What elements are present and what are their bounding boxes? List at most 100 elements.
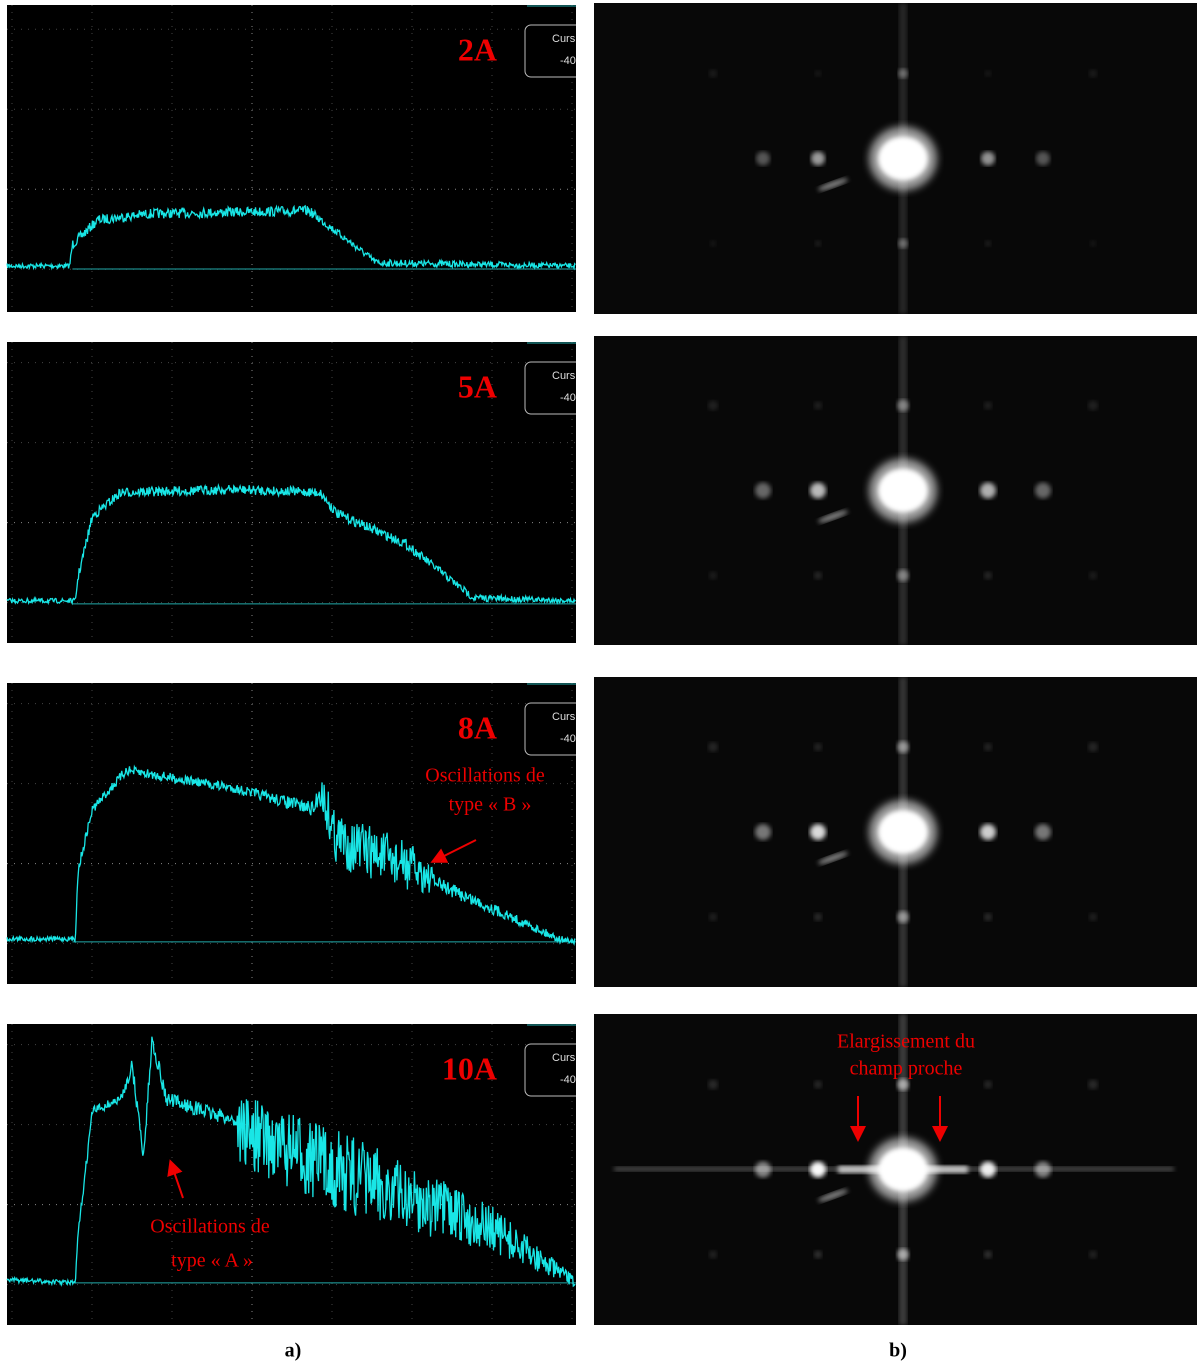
spot [810,482,826,499]
trace [6,1036,576,1288]
far-field-panel [594,3,1197,333]
spot [708,1079,718,1090]
central-lobe [878,1147,928,1192]
spot [1035,1161,1051,1178]
cursor-value: -40 [560,1074,576,1086]
annotation: Oscillations de [425,765,545,787]
spot [897,1248,909,1261]
ghost [817,178,849,191]
arrow [430,839,477,863]
oscilloscope-panel: Curs -40 10A [6,1024,606,1325]
cursor-value: -40 [560,392,576,404]
spot [814,571,822,580]
spot [708,400,718,411]
cursor-title: Curs [552,711,576,723]
annotation: type « A » [171,1250,253,1272]
spot [898,657,908,667]
spot [811,151,825,166]
caption: b) [889,1340,907,1362]
spot [1090,240,1096,247]
ghost [817,1189,849,1202]
spot [1089,1250,1097,1259]
spot [814,401,822,410]
far-field-panel [594,994,1197,1345]
spot [898,68,908,79]
spot [814,913,822,921]
current-label: 10A [442,1050,497,1086]
current-label: 8A [458,709,497,745]
spot [709,1250,717,1259]
cursor-value: -40 [560,733,576,745]
spot [709,571,717,580]
current-label: 2A [458,31,497,67]
spot [984,571,992,580]
annotation: type « B » [449,794,532,816]
spot [897,741,909,753]
spot [1088,400,1098,411]
spot [1035,824,1051,840]
spot [984,913,992,921]
caption: a) [285,1340,302,1362]
central-lobe [878,810,928,854]
spot [814,1080,822,1089]
oscilloscope-panel: Curs -40 8A [6,683,606,984]
trace [6,764,576,947]
spot [898,1334,908,1345]
central-lobe [878,136,928,181]
spot [984,1080,992,1089]
far-field-panel [594,657,1197,1007]
spot [898,238,908,249]
spot [985,70,991,77]
spot [1089,69,1097,78]
spot [898,994,908,1005]
spot [815,70,821,77]
spot [756,151,770,166]
spot [810,1161,826,1178]
cursor-title: Curs [552,370,576,382]
spot [1036,151,1050,166]
spot [755,482,771,499]
spot [1089,571,1097,580]
spot [985,240,991,247]
spot [1088,742,1098,752]
spot [981,151,995,166]
spot [814,1250,822,1259]
trace [6,204,576,271]
annotation: Elargissement du [837,1031,975,1053]
spot [984,401,992,410]
screen [7,5,576,312]
annotation: champ proche [850,1058,963,1080]
spot [899,324,907,333]
cursor-value: -40 [560,55,576,67]
spot [898,315,908,326]
spot [984,1250,992,1259]
spot [897,1078,909,1091]
spot [708,742,718,752]
cursor-title: Curs [552,1052,576,1064]
spot [815,240,821,247]
far-field-panel [594,315,1197,666]
ghost [817,510,849,523]
oscilloscope-panel: Curs -40 5A [6,342,606,643]
spot [897,569,909,582]
screen [7,683,576,984]
arrow [167,1159,184,1199]
ghost [817,851,849,865]
spot [980,1161,996,1178]
spot [897,911,909,923]
spot [980,482,996,499]
spot [814,743,822,751]
spot [709,913,717,921]
spot [810,824,826,840]
spot [984,743,992,751]
annotation: Oscillations de [150,1216,270,1238]
spot [1088,1079,1098,1090]
spot [709,69,717,78]
spot [1089,913,1097,921]
current-label: 5A [458,368,497,404]
spot [980,824,996,840]
screen [7,1024,576,1325]
spot [710,240,716,247]
oscilloscope-panel: Curs -40 2A [6,5,606,312]
